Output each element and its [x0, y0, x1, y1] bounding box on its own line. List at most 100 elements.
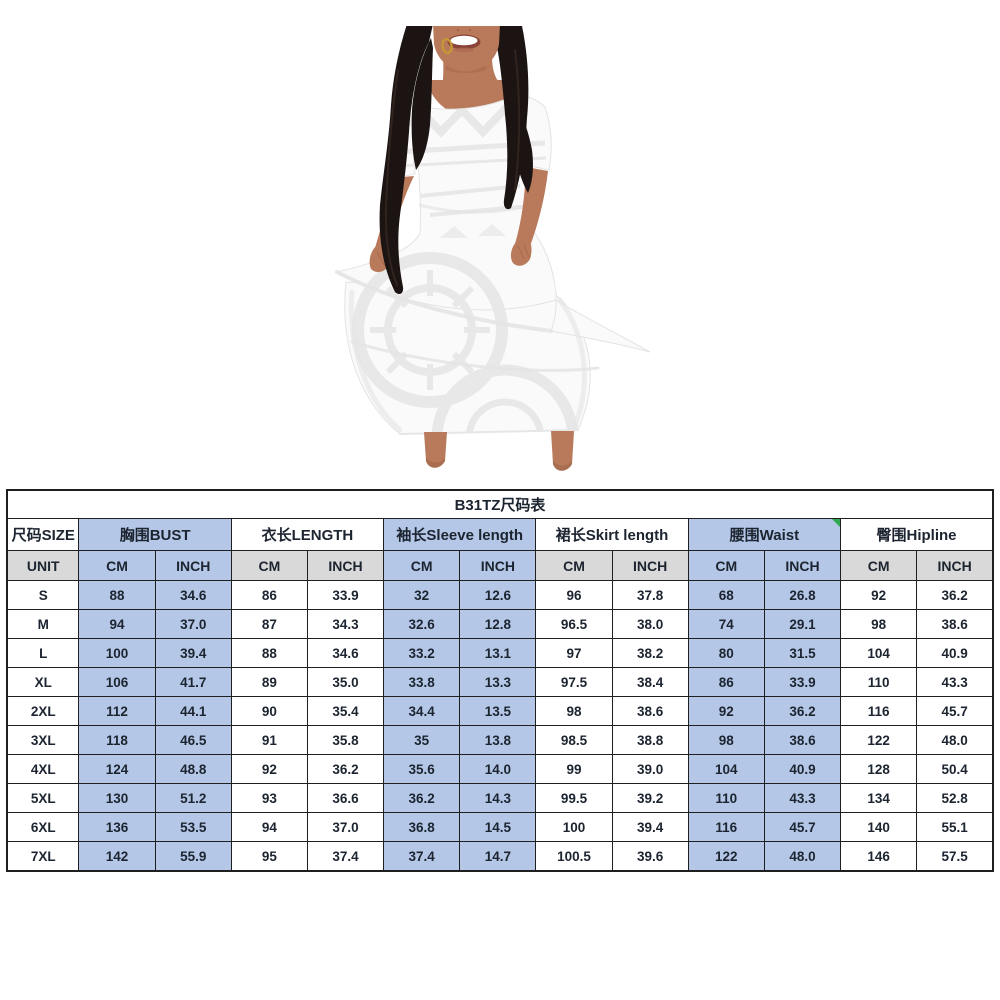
cell-5xl-skirt-length-cm: 99.5: [535, 783, 613, 813]
cell-6xl-waist-inch: 45.7: [763, 812, 842, 842]
size-row-2xl: 2XL 112 44.1 90 35.4 34.4 13.5 98 38.6 92 36.2 116 4…: [6, 696, 994, 726]
cell-m-waist-inch: 29.1: [763, 609, 842, 639]
unit-sleeve-length-inch: INCH: [459, 550, 537, 581]
cell-2xl-waist-inch: 36.2: [763, 696, 842, 726]
cell-s-sleeve-length-cm: 32: [383, 580, 461, 610]
cell-m-waist-cm: 74: [687, 609, 765, 639]
size-chart-title: B31TZ尺码表: [6, 489, 994, 519]
cell-2xl-sleeve-length-inch: 13.5: [459, 696, 537, 726]
cell-m-hipline-inch: 38.6: [916, 609, 994, 639]
cell-xl-sleeve-length-cm: 33.8: [383, 667, 461, 697]
unit-label: UNIT: [6, 550, 80, 581]
cell-m-sleeve-length-inch: 12.8: [459, 609, 537, 639]
cell-6xl-bust-inch: 53.5: [154, 812, 232, 842]
header-hipline: 臀围Hipline: [840, 518, 994, 551]
cell-s-bust-inch: 34.6: [154, 580, 232, 610]
header-waist: 腰围Waist: [687, 518, 842, 551]
cell-2xl-length-inch: 35.4: [306, 696, 385, 726]
row-7xl-label: 7XL: [6, 841, 80, 872]
cell-m-bust-inch: 37.0: [154, 609, 232, 639]
cell-l-waist-cm: 80: [687, 638, 765, 668]
cell-7xl-waist-cm: 122: [687, 841, 765, 872]
row-4xl-label: 4XL: [6, 754, 80, 784]
cell-xl-length-inch: 35.0: [306, 667, 385, 697]
cell-m-skirt-length-cm: 96.5: [535, 609, 613, 639]
cell-3xl-sleeve-length-inch: 13.8: [459, 725, 537, 755]
cell-4xl-length-cm: 92: [230, 754, 308, 784]
cell-xl-hipline-inch: 43.3: [916, 667, 994, 697]
model-face: [433, 24, 500, 72]
cell-l-length-cm: 88: [230, 638, 308, 668]
unit-hipline-inch: INCH: [916, 550, 994, 581]
row-m-label: M: [6, 609, 80, 639]
row-2xl-label: 2XL: [6, 696, 80, 726]
cell-7xl-length-inch: 37.4: [306, 841, 385, 872]
size-row-m: M 94 37.0 87 34.3 32.6 12.8 96.5 38.0 74 29.1 98 38.…: [6, 609, 994, 639]
cell-7xl-bust-inch: 55.9: [154, 841, 232, 872]
cell-2xl-waist-cm: 92: [687, 696, 765, 726]
cell-7xl-hipline-inch: 57.5: [916, 841, 994, 872]
cell-2xl-hipline-cm: 116: [840, 696, 918, 726]
size-row-5xl: 5XL 130 51.2 93 36.6 36.2 14.3 99.5 39.2 110 43.3 1…: [6, 783, 994, 813]
cell-2xl-bust-cm: 112: [78, 696, 156, 726]
cell-5xl-length-inch: 36.6: [306, 783, 385, 813]
cell-4xl-sleeve-length-cm: 35.6: [383, 754, 461, 784]
row-xl-label: XL: [6, 667, 80, 697]
unit-waist-cm: CM: [687, 550, 765, 581]
cell-6xl-sleeve-length-cm: 36.8: [383, 812, 461, 842]
product-photo: [0, 0, 1000, 489]
hoop-earring: [441, 37, 453, 55]
unit-skirt-length-cm: CM: [535, 550, 613, 581]
cell-4xl-bust-inch: 48.8: [154, 754, 232, 784]
cell-7xl-sleeve-length-cm: 37.4: [383, 841, 461, 872]
cell-4xl-length-inch: 36.2: [306, 754, 385, 784]
cell-6xl-waist-cm: 116: [687, 812, 765, 842]
cell-4xl-bust-cm: 124: [78, 754, 156, 784]
cell-5xl-sleeve-length-inch: 14.3: [459, 783, 537, 813]
row-6xl-label: 6XL: [6, 812, 80, 842]
header-skirt-length: 裙长Skirt length: [535, 518, 689, 551]
cell-6xl-hipline-cm: 140: [840, 812, 918, 842]
cell-l-waist-inch: 31.5: [763, 638, 842, 668]
cell-5xl-bust-cm: 130: [78, 783, 156, 813]
cell-7xl-skirt-length-cm: 100.5: [535, 841, 613, 872]
cell-3xl-hipline-cm: 122: [840, 725, 918, 755]
cell-l-bust-inch: 39.4: [154, 638, 232, 668]
cell-3xl-bust-cm: 118: [78, 725, 156, 755]
cell-4xl-skirt-length-inch: 39.0: [611, 754, 689, 784]
model-hair: [379, 24, 533, 295]
cell-6xl-skirt-length-cm: 100: [535, 812, 613, 842]
cell-s-skirt-length-inch: 37.8: [611, 580, 689, 610]
row-5xl-label: 5XL: [6, 783, 80, 813]
cell-xl-sleeve-length-inch: 13.3: [459, 667, 537, 697]
size-row-4xl: 4XL 124 48.8 92 36.2 35.6 14.0 99 39.0 104 40.9 128…: [6, 754, 994, 784]
size-row-s: S 88 34.6 86 33.9 32 12.6 96 37.8 68 26.8 92 36.2: [6, 580, 994, 610]
cell-4xl-waist-inch: 40.9: [763, 754, 842, 784]
model-illustration: [233, 0, 693, 471]
cell-m-length-cm: 87: [230, 609, 308, 639]
cell-m-hipline-cm: 98: [840, 609, 918, 639]
cell-s-waist-inch: 26.8: [763, 580, 842, 610]
unit-waist-inch: INCH: [763, 550, 842, 581]
cell-3xl-skirt-length-cm: 98.5: [535, 725, 613, 755]
cell-xl-waist-inch: 33.9: [763, 667, 842, 697]
size-chart-table: B31TZ尺码表 尺码SIZE 胸围BUST 衣长LENGTH 袖长Sleeve len…: [6, 489, 994, 872]
cell-2xl-skirt-length-cm: 98: [535, 696, 613, 726]
cell-xl-hipline-cm: 110: [840, 667, 918, 697]
dress-shading: [335, 203, 600, 435]
cell-l-length-inch: 34.6: [306, 638, 385, 668]
header-bust: 胸围BUST: [78, 518, 232, 551]
cell-3xl-hipline-inch: 48.0: [916, 725, 994, 755]
unit-bust-inch: INCH: [154, 550, 232, 581]
cell-s-skirt-length-cm: 96: [535, 580, 613, 610]
cell-3xl-waist-cm: 98: [687, 725, 765, 755]
cell-4xl-sleeve-length-inch: 14.0: [459, 754, 537, 784]
size-row-7xl: 7XL 142 55.9 95 37.4 37.4 14.7 100.5 39.6 122 48.0…: [6, 841, 994, 872]
cell-2xl-hipline-inch: 45.7: [916, 696, 994, 726]
cell-s-length-cm: 86: [230, 580, 308, 610]
cell-m-bust-cm: 94: [78, 609, 156, 639]
header-sleeve-length: 袖长Sleeve length: [383, 518, 537, 551]
cell-7xl-hipline-cm: 146: [840, 841, 918, 872]
cell-5xl-sleeve-length-cm: 36.2: [383, 783, 461, 813]
cell-6xl-skirt-length-inch: 39.4: [611, 812, 689, 842]
